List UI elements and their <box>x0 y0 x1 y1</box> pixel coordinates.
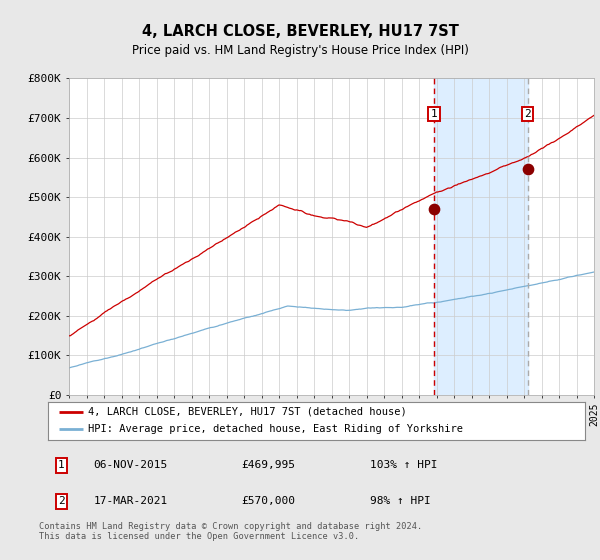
Text: £570,000: £570,000 <box>241 496 295 506</box>
Text: Price paid vs. HM Land Registry's House Price Index (HPI): Price paid vs. HM Land Registry's House … <box>131 44 469 57</box>
Text: 103% ↑ HPI: 103% ↑ HPI <box>370 460 438 470</box>
Bar <box>434 78 527 395</box>
Text: Contains HM Land Registry data © Crown copyright and database right 2024.
This d: Contains HM Land Registry data © Crown c… <box>39 522 422 542</box>
Text: 1: 1 <box>431 109 437 119</box>
Text: 4, LARCH CLOSE, BEVERLEY, HU17 7ST: 4, LARCH CLOSE, BEVERLEY, HU17 7ST <box>142 24 458 39</box>
Point <box>429 204 439 213</box>
Text: 2: 2 <box>524 109 531 119</box>
Text: 06-NOV-2015: 06-NOV-2015 <box>94 460 168 470</box>
Text: £469,995: £469,995 <box>241 460 295 470</box>
Text: 1: 1 <box>58 460 65 470</box>
Text: 98% ↑ HPI: 98% ↑ HPI <box>370 496 431 506</box>
Text: 4, LARCH CLOSE, BEVERLEY, HU17 7ST (detached house): 4, LARCH CLOSE, BEVERLEY, HU17 7ST (deta… <box>88 407 407 417</box>
Text: 17-MAR-2021: 17-MAR-2021 <box>94 496 168 506</box>
Text: HPI: Average price, detached house, East Riding of Yorkshire: HPI: Average price, detached house, East… <box>88 424 463 435</box>
Point <box>523 165 532 174</box>
Text: 2: 2 <box>58 496 65 506</box>
